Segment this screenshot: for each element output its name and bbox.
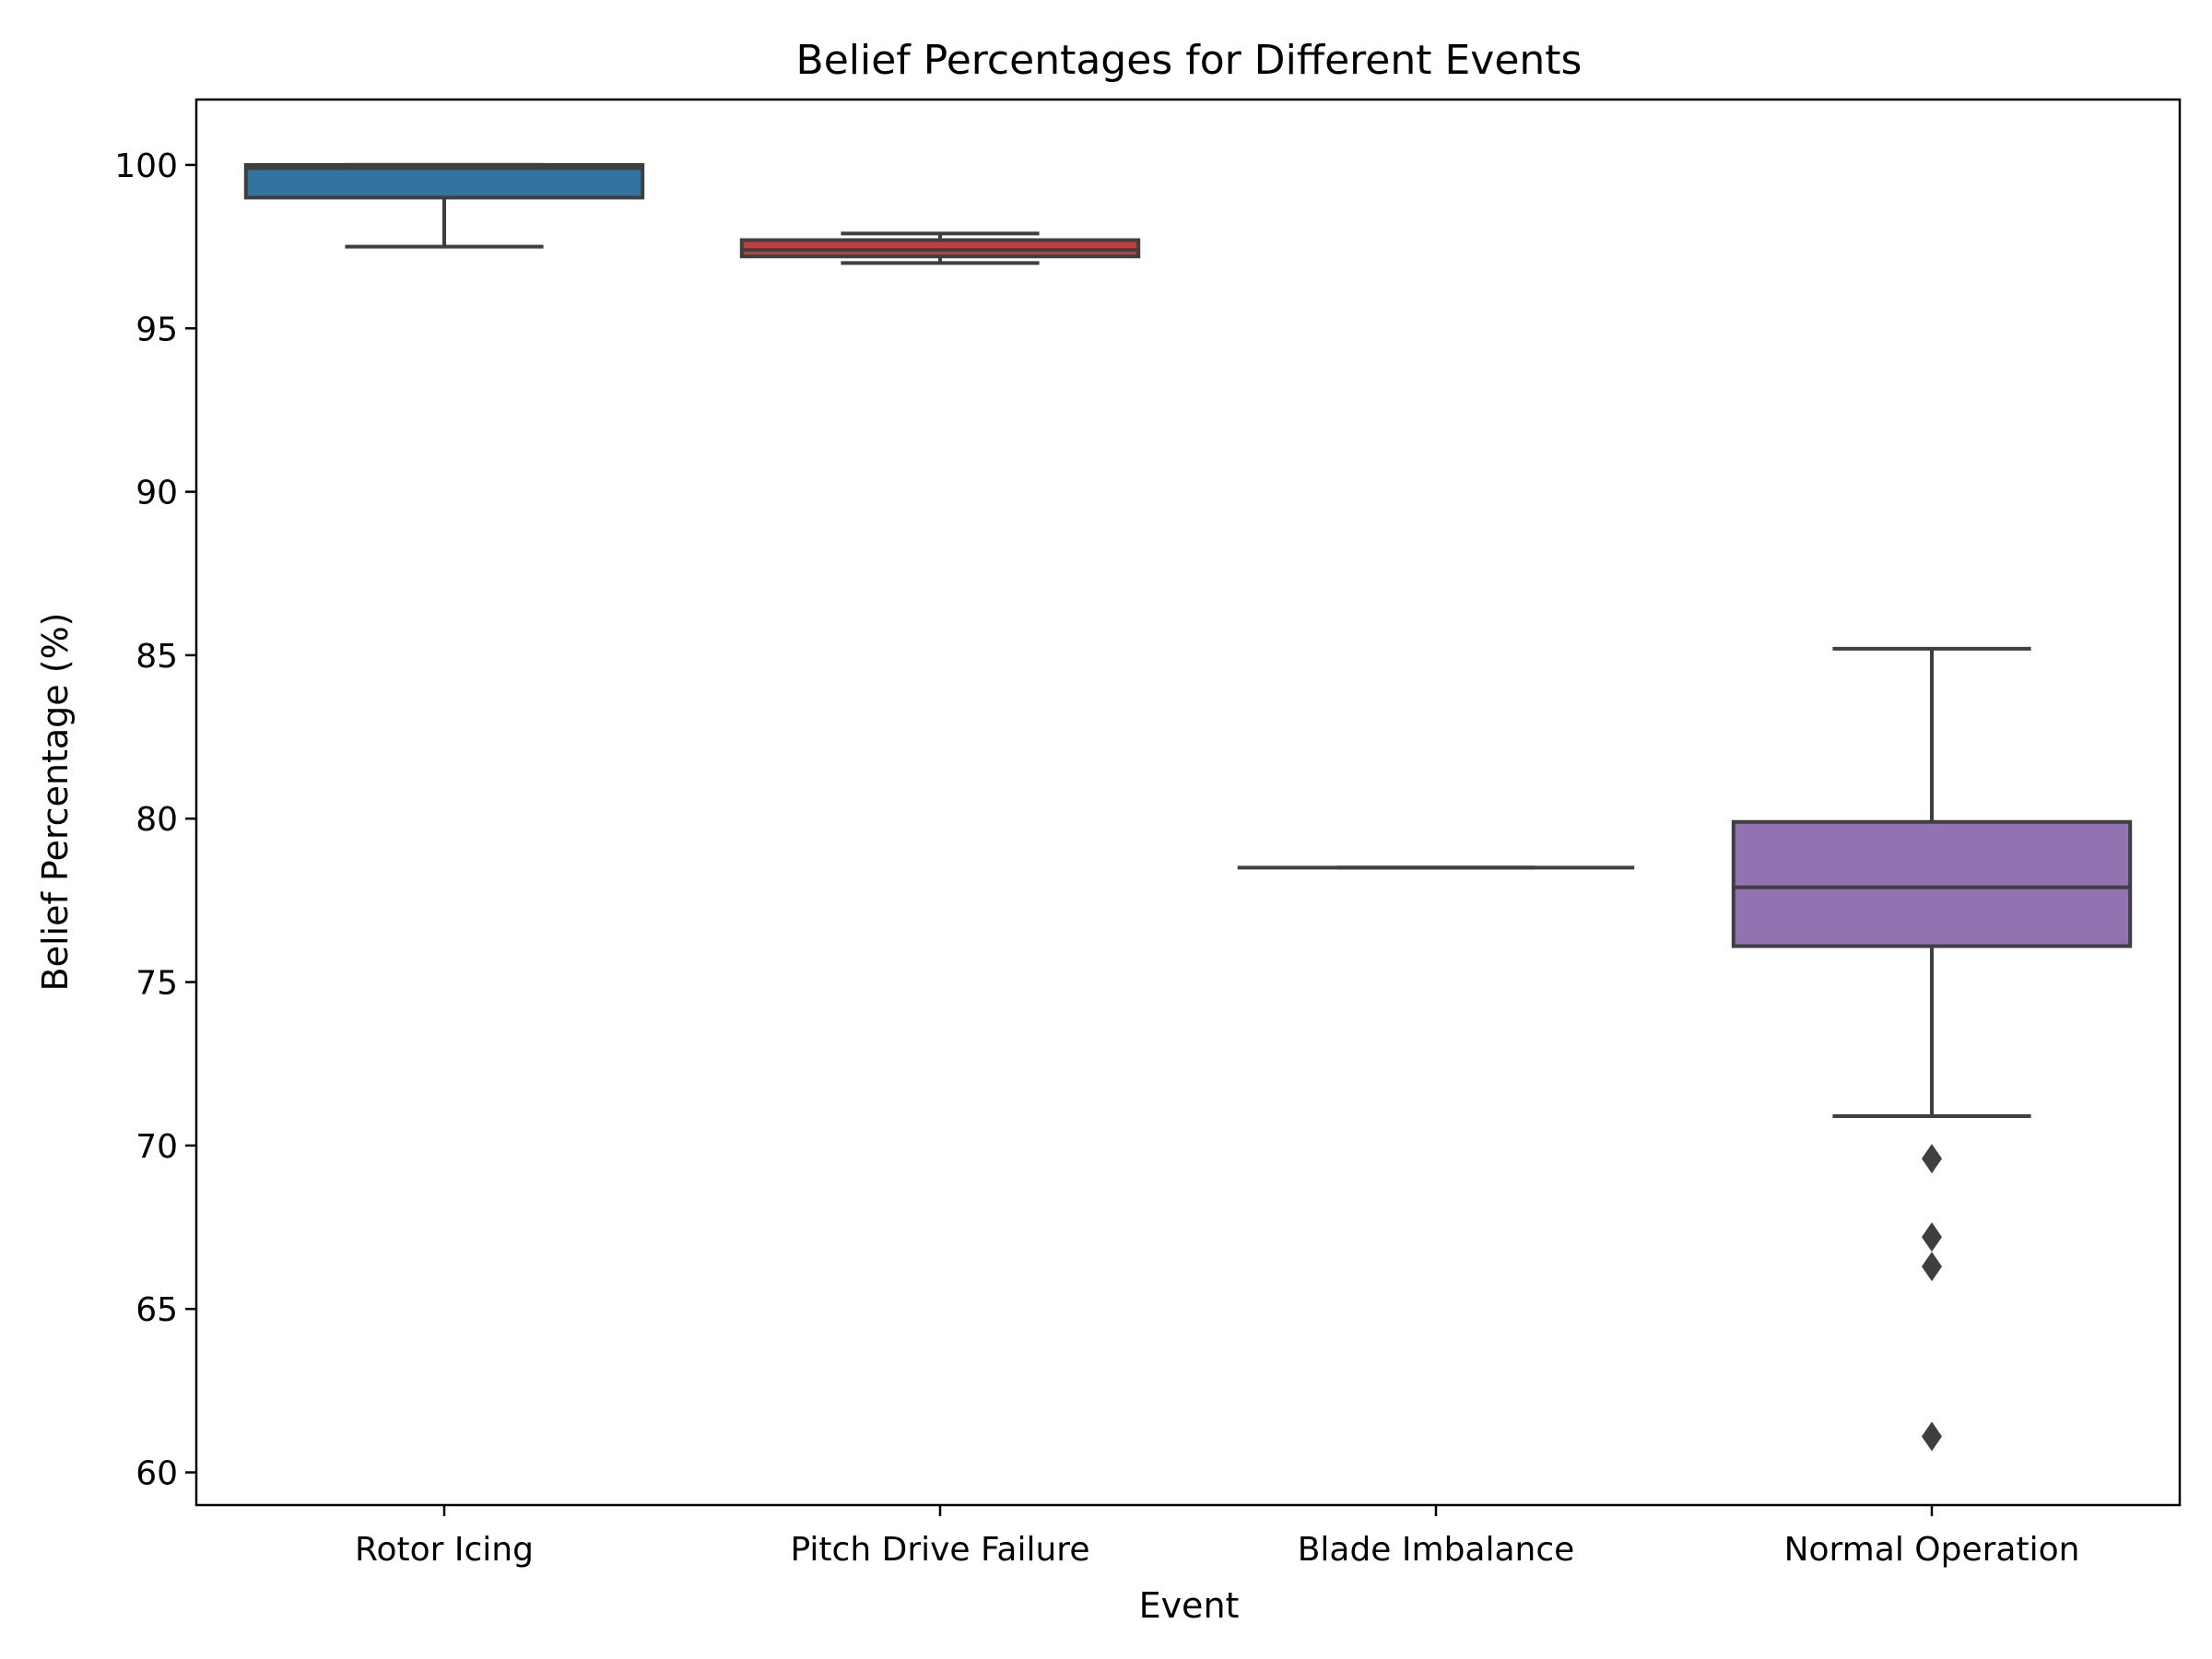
y-tick-label: 95 xyxy=(135,311,178,348)
y-axis-label: Belief Percentage (%) xyxy=(35,612,76,991)
box-rotor-icing xyxy=(243,162,645,249)
x-tick-label: Pitch Drive Failure xyxy=(791,1531,1090,1569)
x-axis: Rotor Icing Pitch Drive Failure Blade Imba… xyxy=(355,1505,2079,1569)
y-tick-label: 70 xyxy=(135,1128,178,1166)
plot-area xyxy=(243,162,2133,1452)
outlier-point xyxy=(1922,1144,1942,1174)
y-tick-label: 80 xyxy=(135,801,178,839)
box-pitch-drive-failure xyxy=(739,231,1141,265)
y-axis: 60 65 70 75 80 85 90 95 100 xyxy=(114,147,196,1493)
y-tick-label: 90 xyxy=(135,475,178,512)
y-tick-label: 75 xyxy=(135,965,178,1003)
x-tick-label: Normal Operation xyxy=(1784,1531,2080,1569)
chart-title: Belief Percentages for Different Events xyxy=(796,37,1583,84)
y-tick-label: 85 xyxy=(135,638,178,676)
outlier-point xyxy=(1922,1252,1942,1282)
iqr-box xyxy=(1731,819,2133,948)
y-tick-label: 100 xyxy=(114,147,178,185)
x-tick-label: Blade Imbalance xyxy=(1298,1531,1575,1569)
y-tick-label: 65 xyxy=(135,1291,178,1329)
y-tick-label: 60 xyxy=(135,1455,178,1493)
x-tick-label: Rotor Icing xyxy=(355,1531,534,1569)
box-normal-operation xyxy=(1731,646,2133,1452)
x-axis-label: Event xyxy=(1139,1585,1240,1626)
plot-frame xyxy=(194,98,2182,1507)
outlier-point xyxy=(1922,1222,1942,1253)
iqr-box xyxy=(243,162,645,200)
outlier-point xyxy=(1922,1421,1942,1452)
